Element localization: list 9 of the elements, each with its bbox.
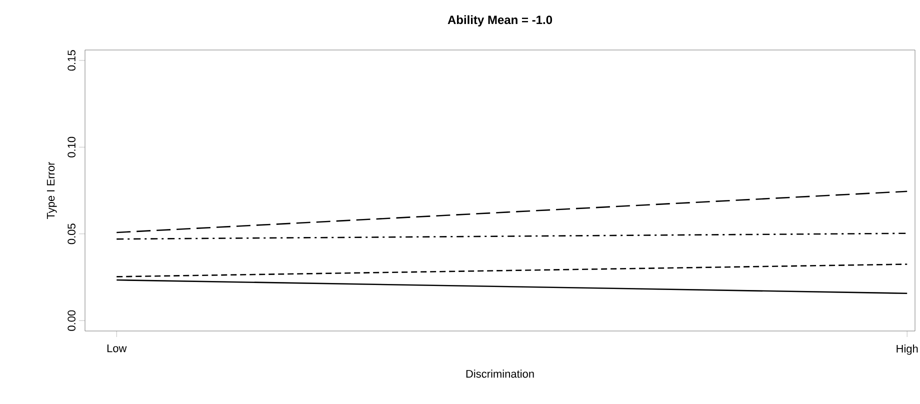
x-tick-label: High xyxy=(896,344,918,355)
chart-title: Ability Mean = -1.0 xyxy=(448,15,552,26)
x-axis-title: Discrimination xyxy=(466,370,534,378)
y-axis-title: Type I Error xyxy=(46,162,57,219)
y-tick-label: 0.00 xyxy=(68,310,76,331)
y-tick-label: 0.10 xyxy=(68,136,76,158)
y-tick-label: 0.05 xyxy=(68,224,76,244)
y-tick-label: 0.15 xyxy=(68,50,76,71)
x-tick-label: Low xyxy=(107,344,127,352)
